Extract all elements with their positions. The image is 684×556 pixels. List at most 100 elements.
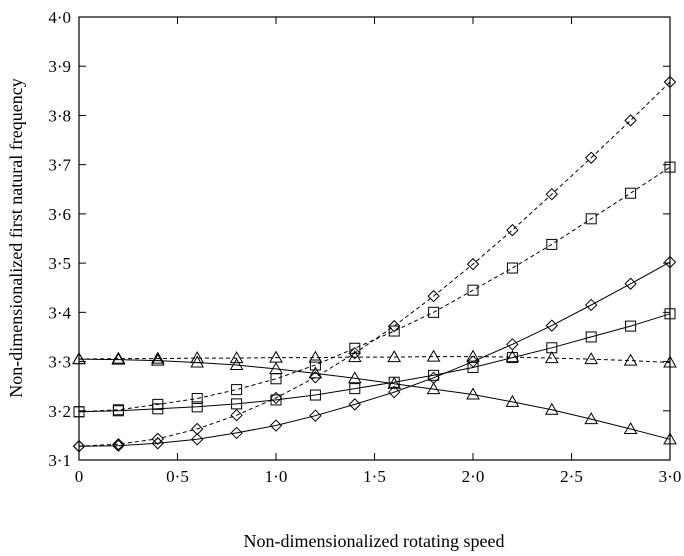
data-point-diamond bbox=[112, 439, 125, 452]
x-tick-label: 1·5 bbox=[363, 467, 386, 486]
data-point-diamond bbox=[72, 440, 86, 453]
data-point-diamond bbox=[190, 422, 204, 436]
data-point-square bbox=[467, 284, 479, 296]
data-point-triangle bbox=[308, 350, 323, 363]
data-point-diamond bbox=[309, 371, 322, 384]
x-tick-label: 1·0 bbox=[265, 467, 288, 486]
data-point-triangle bbox=[623, 353, 638, 366]
data-point-diamond bbox=[112, 438, 125, 451]
x-tick-label: 2·5 bbox=[560, 467, 583, 486]
data-point-square bbox=[309, 359, 321, 371]
data-point-triangle bbox=[308, 366, 323, 379]
data-point-triangle bbox=[387, 376, 402, 389]
data-point-triangle bbox=[544, 351, 559, 364]
data-point-square bbox=[467, 361, 479, 373]
data-point-triangle bbox=[505, 350, 520, 363]
data-point-square bbox=[664, 308, 676, 320]
series-line-square-dashed bbox=[78, 166, 671, 413]
data-point-diamond bbox=[190, 433, 204, 446]
data-point-square bbox=[506, 262, 518, 274]
data-point-triangle bbox=[190, 351, 205, 364]
data-point-square bbox=[585, 213, 597, 225]
series-lines bbox=[78, 81, 671, 447]
data-point-diamond bbox=[387, 385, 401, 399]
y-tick-label: 3·5 bbox=[48, 254, 71, 273]
y-tick-label: 3·4 bbox=[48, 303, 71, 322]
data-point-triangle bbox=[623, 421, 638, 434]
data-point-triangle bbox=[347, 350, 362, 363]
series-line-triangle-solid bbox=[78, 358, 671, 440]
data-point-triangle bbox=[426, 349, 441, 362]
data-point-diamond bbox=[584, 298, 598, 312]
tick-labels: 0 0·5 1·0 1·5 2·0 2·5 3·0 3·1 3·2 3·3 3·4 3·5 3·6 3·7… bbox=[48, 8, 681, 486]
data-point-diamond bbox=[151, 437, 165, 450]
data-point-square bbox=[349, 342, 361, 354]
data-point-triangle bbox=[347, 371, 362, 384]
data-point-square bbox=[191, 392, 203, 404]
data-point-diamond bbox=[230, 426, 243, 440]
x-tick-label: 0·5 bbox=[166, 467, 189, 486]
y-tick-label: 3·6 bbox=[48, 205, 71, 224]
data-point-diamond bbox=[269, 419, 283, 432]
plot-area-frame bbox=[78, 16, 671, 461]
data-point-square bbox=[73, 406, 85, 418]
data-point-triangle bbox=[387, 350, 402, 363]
y-tick-label: 3·7 bbox=[48, 156, 71, 175]
data-point-square bbox=[270, 394, 282, 406]
series-line-triangle-dashed bbox=[78, 356, 671, 363]
data-point-diamond bbox=[506, 223, 519, 237]
data-point-square bbox=[546, 238, 558, 250]
y-tick-label: 3·9 bbox=[48, 57, 71, 76]
data-point-triangle bbox=[544, 402, 559, 415]
y-tick-label: 4·0 bbox=[48, 8, 71, 27]
data-point-diamond bbox=[348, 398, 362, 411]
data-point-triangle bbox=[663, 432, 677, 445]
axis-ticks bbox=[78, 16, 671, 461]
series-markers bbox=[72, 75, 677, 453]
data-point-square bbox=[428, 306, 440, 318]
data-point-triangle bbox=[150, 353, 165, 366]
data-point-diamond bbox=[663, 75, 677, 89]
y-tick-label: 3·8 bbox=[48, 106, 71, 125]
data-point-diamond bbox=[309, 409, 322, 422]
data-point-square bbox=[309, 389, 321, 401]
data-point-triangle bbox=[584, 412, 599, 425]
data-point-square bbox=[231, 384, 243, 396]
data-point-diamond bbox=[545, 187, 559, 201]
x-tick-label: 0 bbox=[75, 467, 84, 486]
data-point-triangle bbox=[663, 355, 677, 368]
data-point-triangle bbox=[229, 357, 244, 371]
series-line-diamond-solid bbox=[78, 261, 671, 447]
data-point-diamond bbox=[387, 319, 401, 333]
data-point-triangle bbox=[466, 349, 480, 362]
data-point-diamond bbox=[269, 391, 283, 405]
data-point-triangle bbox=[426, 382, 441, 395]
series-line-square-solid bbox=[78, 313, 671, 413]
data-point-square bbox=[388, 325, 400, 337]
data-point-square bbox=[112, 404, 124, 416]
data-point-square bbox=[152, 398, 164, 410]
data-point-triangle bbox=[150, 351, 165, 364]
data-point-square bbox=[231, 398, 243, 410]
x-tick-label: 2·0 bbox=[462, 467, 485, 486]
y-tick-label: 3·1 bbox=[48, 451, 71, 470]
data-point-square bbox=[428, 369, 440, 381]
data-point-square bbox=[349, 383, 361, 395]
data-point-square bbox=[625, 320, 637, 332]
data-point-diamond bbox=[466, 257, 480, 271]
y-tick-label: 3·3 bbox=[48, 353, 71, 372]
data-point-triangle bbox=[229, 351, 244, 364]
data-point-triangle bbox=[584, 352, 599, 365]
data-point-square bbox=[191, 401, 203, 413]
data-point-triangle bbox=[72, 352, 86, 365]
series-line-diamond-dashed bbox=[78, 81, 671, 447]
data-point-triangle bbox=[111, 351, 126, 364]
data-point-triangle bbox=[466, 387, 480, 400]
y-axis-title: Non-dimensionalized first natural freque… bbox=[6, 78, 26, 397]
data-point-diamond bbox=[151, 432, 165, 446]
data-point-triangle bbox=[269, 350, 283, 363]
data-point-diamond bbox=[506, 338, 519, 351]
data-point-diamond bbox=[624, 277, 637, 290]
data-point-square bbox=[664, 161, 676, 173]
